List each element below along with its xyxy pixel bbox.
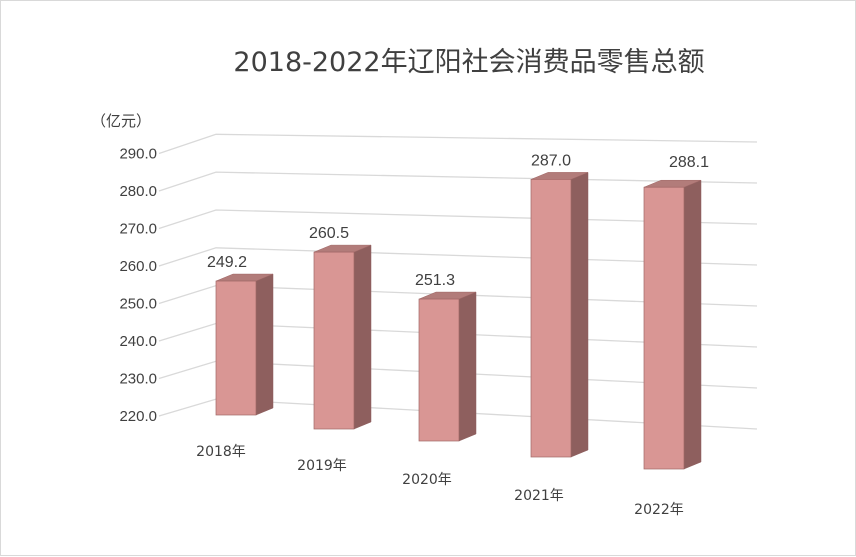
data-label: 288.1 xyxy=(669,154,709,171)
x-tick-label: 2020年 xyxy=(402,472,452,488)
x-tick-label: 2019年 xyxy=(297,458,347,474)
data-label: 260.5 xyxy=(309,225,349,242)
bar xyxy=(530,179,572,458)
y-axis-unit-label: （亿元） xyxy=(91,112,151,130)
y-tick-label: 270.0 xyxy=(119,221,157,238)
y-tick-label: 250.0 xyxy=(119,296,157,313)
x-tick-label: 2018年 xyxy=(196,444,246,460)
y-tick-label: 280.0 xyxy=(119,183,157,200)
bar xyxy=(215,280,257,416)
x-tick-label: 2021年 xyxy=(514,488,564,504)
bar-side xyxy=(353,244,372,430)
data-labels: 249.2 260.5 251.3 287.0 288.1 xyxy=(207,152,709,289)
y-tick-label: 260.0 xyxy=(119,258,157,275)
bar xyxy=(313,251,355,430)
bar-side xyxy=(458,291,477,442)
chart-title: 2018-2022年辽阳社会消费品零售总额 xyxy=(233,47,704,78)
bars xyxy=(215,172,702,470)
y-tick-label: 220.0 xyxy=(119,408,157,425)
bar-side xyxy=(255,273,274,416)
bar xyxy=(643,186,685,470)
y-tick-label: 290.0 xyxy=(119,146,157,163)
bar xyxy=(418,298,460,442)
bar-side xyxy=(683,179,702,470)
y-axis-ticks: 220.0 230.0 240.0 250.0 260.0 270.0 280.0 290.0 xyxy=(119,146,157,426)
y-tick-label: 230.0 xyxy=(119,371,157,388)
data-label: 251.3 xyxy=(415,272,455,289)
x-axis-categories: 2018年 2019年 2020年 2021年 2022年 xyxy=(196,444,684,518)
y-tick-label: 240.0 xyxy=(119,333,157,350)
data-label: 249.2 xyxy=(207,254,247,271)
bar-side xyxy=(570,172,589,458)
data-label: 287.0 xyxy=(531,152,571,169)
gridline xyxy=(158,133,758,155)
x-tick-label: 2022年 xyxy=(634,502,684,518)
